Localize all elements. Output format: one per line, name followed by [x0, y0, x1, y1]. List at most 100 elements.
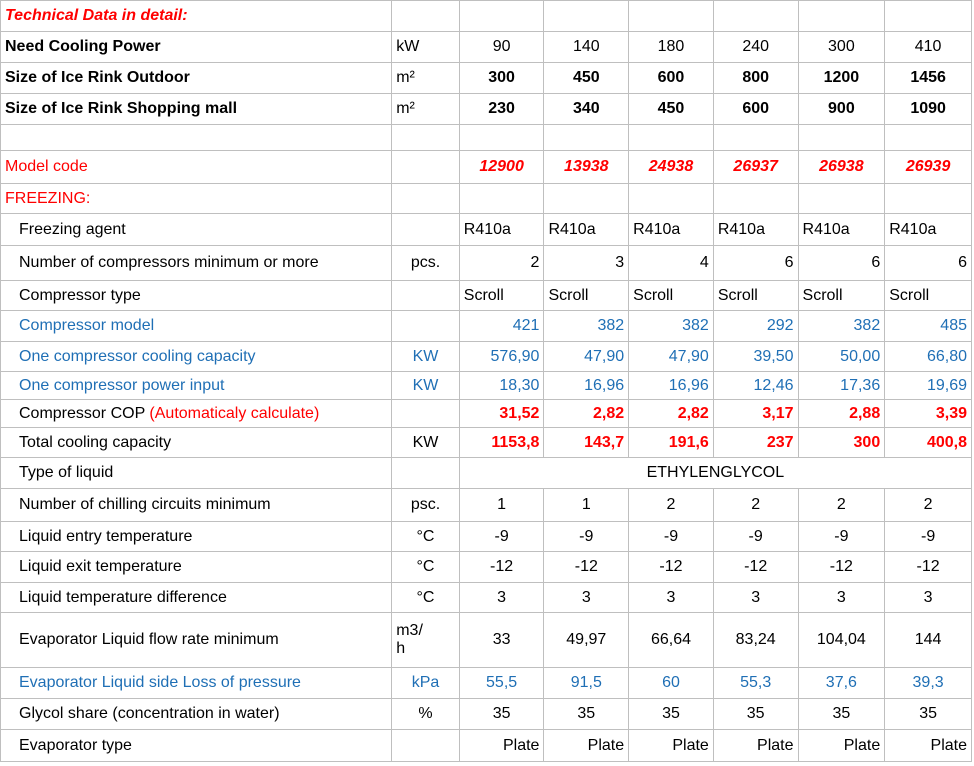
value-cell[interactable]: 35: [884, 698, 972, 730]
empty-cell[interactable]: [712, 0, 799, 32]
value-cell[interactable]: 300: [797, 427, 886, 458]
value-cell[interactable]: R410a: [543, 213, 630, 246]
empty-cell[interactable]: [712, 124, 799, 151]
empty-cell[interactable]: [391, 0, 460, 32]
value-cell[interactable]: 2,82: [543, 399, 630, 428]
spec-label[interactable]: Glycol share (concentration in water): [0, 698, 393, 730]
empty-cell[interactable]: [797, 0, 886, 32]
value-cell[interactable]: 1200: [797, 62, 886, 94]
value-cell[interactable]: 382: [797, 310, 886, 342]
unit-cell[interactable]: pcs.: [391, 245, 460, 281]
value-cell[interactable]: 35: [458, 698, 545, 730]
unit-cell[interactable]: KW: [391, 427, 460, 458]
unit-cell[interactable]: [391, 213, 460, 246]
value-cell[interactable]: 18,30: [458, 371, 545, 400]
header-label[interactable]: Need Cooling Power: [0, 31, 393, 63]
value-cell[interactable]: 16,96: [628, 371, 714, 400]
unit-cell[interactable]: KW: [391, 371, 460, 400]
value-cell[interactable]: 1: [458, 488, 545, 522]
unit-cell[interactable]: kPa: [391, 667, 460, 699]
value-cell[interactable]: 17,36: [797, 371, 886, 400]
value-cell[interactable]: Plate: [712, 729, 799, 762]
value-cell[interactable]: 450: [543, 62, 630, 94]
empty-cell[interactable]: [458, 124, 545, 151]
value-cell[interactable]: Plate: [543, 729, 630, 762]
unit-cell[interactable]: psc.: [391, 488, 460, 522]
empty-cell[interactable]: [884, 0, 972, 32]
model-code-label[interactable]: Model code: [0, 150, 393, 184]
empty-cell[interactable]: [458, 183, 545, 214]
value-cell[interactable]: Scroll: [628, 280, 714, 311]
empty-cell[interactable]: [458, 0, 545, 32]
value-cell[interactable]: -9: [628, 521, 714, 552]
value-cell[interactable]: 90: [458, 31, 545, 63]
value-cell[interactable]: 6: [797, 245, 886, 281]
unit-cell[interactable]: [391, 457, 460, 489]
spec-label[interactable]: Evaporator type: [0, 729, 393, 762]
value-cell[interactable]: 900: [797, 93, 886, 125]
value-cell[interactable]: 83,24: [712, 612, 799, 668]
value-cell[interactable]: 485: [884, 310, 972, 342]
value-cell[interactable]: -12: [797, 551, 886, 583]
unit-cell[interactable]: °C: [391, 582, 460, 613]
spec-label[interactable]: Number of compressors minimum or more: [0, 245, 393, 281]
value-cell[interactable]: 1: [543, 488, 630, 522]
spec-label[interactable]: One compressor power input: [0, 371, 393, 400]
empty-cell[interactable]: [0, 124, 393, 151]
spec-label[interactable]: Compressor model: [0, 310, 393, 342]
value-cell[interactable]: 35: [797, 698, 886, 730]
value-cell[interactable]: 6: [712, 245, 799, 281]
value-cell[interactable]: 37,6: [797, 667, 886, 699]
value-cell[interactable]: 6: [884, 245, 972, 281]
value-cell[interactable]: 3: [458, 582, 545, 613]
model-code-value[interactable]: 12900: [458, 150, 545, 184]
unit-cell[interactable]: [391, 729, 460, 762]
value-cell[interactable]: Scroll: [458, 280, 545, 311]
spec-label[interactable]: Number of chilling circuits minimum: [0, 488, 393, 522]
unit-cell[interactable]: °C: [391, 551, 460, 583]
value-cell[interactable]: 3: [712, 582, 799, 613]
page-title[interactable]: Technical Data in detail:: [0, 0, 393, 32]
value-cell[interactable]: Scroll: [797, 280, 886, 311]
value-cell[interactable]: 2: [712, 488, 799, 522]
spec-label[interactable]: One compressor cooling capacity: [0, 341, 393, 372]
value-cell[interactable]: 91,5: [543, 667, 630, 699]
spec-label[interactable]: Compressor type: [0, 280, 393, 311]
value-cell[interactable]: 55,5: [458, 667, 545, 699]
value-cell[interactable]: Plate: [458, 729, 545, 762]
value-cell[interactable]: 292: [712, 310, 799, 342]
value-cell[interactable]: 3,17: [712, 399, 799, 428]
value-cell[interactable]: Plate: [884, 729, 972, 762]
unit-cell[interactable]: °C: [391, 521, 460, 552]
value-cell[interactable]: 800: [712, 62, 799, 94]
value-cell[interactable]: Plate: [797, 729, 886, 762]
spec-label[interactable]: Freezing agent: [0, 213, 393, 246]
value-cell[interactable]: 4: [628, 245, 714, 281]
empty-cell[interactable]: [797, 124, 886, 151]
value-cell[interactable]: -12: [884, 551, 972, 583]
value-cell[interactable]: R410a: [884, 213, 972, 246]
value-cell[interactable]: 19,69: [884, 371, 972, 400]
empty-cell[interactable]: [797, 183, 886, 214]
value-cell[interactable]: 55,3: [712, 667, 799, 699]
value-cell[interactable]: Scroll: [884, 280, 972, 311]
value-cell[interactable]: 33: [458, 612, 545, 668]
value-cell[interactable]: 300: [458, 62, 545, 94]
model-code-value[interactable]: 24938: [628, 150, 714, 184]
value-cell[interactable]: 3: [884, 582, 972, 613]
value-cell[interactable]: 66,64: [628, 612, 714, 668]
value-cell[interactable]: 180: [628, 31, 714, 63]
unit-cell[interactable]: m²: [391, 93, 460, 125]
unit-cell[interactable]: kW: [391, 31, 460, 63]
value-cell[interactable]: 35: [628, 698, 714, 730]
unit-cell[interactable]: [391, 150, 460, 184]
model-code-value[interactable]: 26937: [712, 150, 799, 184]
value-cell[interactable]: 240: [712, 31, 799, 63]
value-cell[interactable]: 3,39: [884, 399, 972, 428]
empty-cell[interactable]: [884, 124, 972, 151]
header-label[interactable]: Size of Ice Rink Shopping mall: [0, 93, 393, 125]
value-cell[interactable]: 382: [543, 310, 630, 342]
unit-cell[interactable]: KW: [391, 341, 460, 372]
unit-cell[interactable]: m²: [391, 62, 460, 94]
value-cell[interactable]: R410a: [797, 213, 886, 246]
